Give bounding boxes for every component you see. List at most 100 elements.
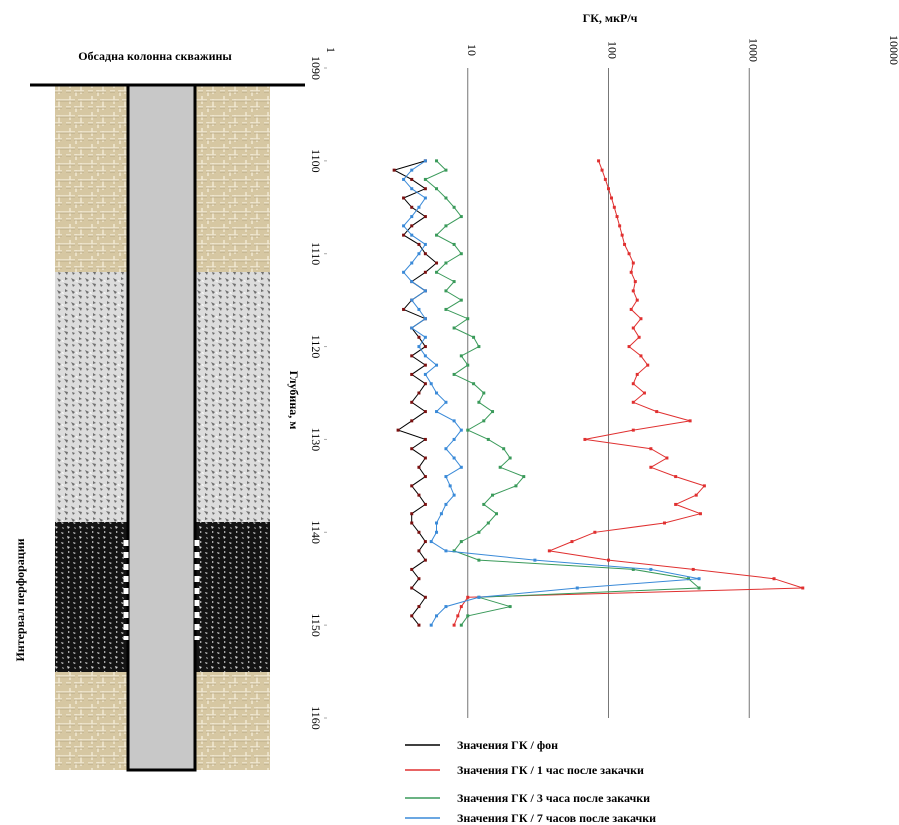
data-point: [674, 475, 677, 478]
data-point: [410, 568, 413, 571]
data-point: [466, 596, 469, 599]
data-point: [424, 243, 427, 246]
data-point: [393, 169, 396, 172]
data-point: [453, 457, 456, 460]
data-point: [410, 484, 413, 487]
data-point: [618, 224, 621, 227]
chart-title: ГК, мкР/ч: [583, 11, 638, 25]
data-point: [698, 577, 701, 580]
data-point: [460, 540, 463, 543]
data-point: [444, 197, 447, 200]
data-point: [514, 484, 517, 487]
data-point: [548, 549, 551, 552]
data-point: [460, 354, 463, 357]
data-point: [410, 234, 413, 237]
data-point: [424, 382, 427, 385]
data-point: [499, 466, 502, 469]
data-point: [410, 512, 413, 515]
data-point: [402, 197, 405, 200]
data-point: [430, 624, 433, 627]
data-point: [424, 197, 427, 200]
legend-label: Значения ГК / 7 часов после закачки: [457, 811, 656, 825]
data-point: [639, 354, 642, 357]
y-tick-label: 1160: [309, 706, 323, 730]
data-point: [502, 447, 505, 450]
data-point: [623, 243, 626, 246]
data-point: [444, 224, 447, 227]
x-tick-label: 1: [324, 47, 338, 53]
data-point: [417, 624, 420, 627]
data-point: [607, 559, 610, 562]
data-point: [491, 494, 494, 497]
data-point: [466, 317, 469, 320]
data-point: [460, 624, 463, 627]
data-point: [417, 549, 420, 552]
data-point: [424, 289, 427, 292]
y-tick-label: 1150: [309, 613, 323, 637]
data-point: [649, 568, 652, 571]
data-point: [632, 429, 635, 432]
data-point: [576, 587, 579, 590]
data-point: [643, 392, 646, 395]
data-point: [628, 345, 631, 348]
data-point: [597, 159, 600, 162]
data-point: [703, 484, 706, 487]
data-point: [444, 289, 447, 292]
y-tick-label: 1120: [309, 335, 323, 359]
data-point: [698, 587, 701, 590]
data-point: [435, 187, 438, 190]
data-point: [477, 401, 480, 404]
data-point: [639, 317, 642, 320]
data-point: [402, 271, 405, 274]
data-point: [636, 373, 639, 376]
data-point: [646, 364, 649, 367]
data-point: [607, 187, 610, 190]
data-point: [417, 243, 420, 246]
data-point: [417, 494, 420, 497]
data-point: [632, 401, 635, 404]
data-point: [482, 503, 485, 506]
data-point: [410, 419, 413, 422]
x-tick-label: 1000: [746, 38, 760, 62]
data-point: [435, 364, 438, 367]
data-point: [424, 159, 427, 162]
casing-label: Обсадна колонна скважины: [78, 49, 232, 63]
data-point: [410, 587, 413, 590]
data-point: [487, 522, 490, 525]
data-point: [460, 252, 463, 255]
data-point: [430, 540, 433, 543]
data-point: [424, 596, 427, 599]
data-point: [444, 503, 447, 506]
data-point: [424, 457, 427, 460]
data-point: [435, 531, 438, 534]
data-point: [663, 522, 666, 525]
data-point: [402, 234, 405, 237]
data-point: [435, 392, 438, 395]
data-point: [449, 484, 452, 487]
data-point: [630, 271, 633, 274]
x-tick-label: 100: [606, 41, 620, 59]
data-point: [417, 577, 420, 580]
data-point: [460, 605, 463, 608]
data-point: [424, 373, 427, 376]
data-point: [444, 447, 447, 450]
data-point: [477, 345, 480, 348]
data-point: [460, 299, 463, 302]
data-point: [460, 215, 463, 218]
chart: Обсадна колонна скважины Интервал перфор…: [0, 0, 899, 825]
data-point: [430, 382, 433, 385]
y-axis-label: Глубина, м: [287, 371, 301, 430]
data-point: [466, 364, 469, 367]
series-line: [394, 161, 436, 625]
data-point: [435, 522, 438, 525]
data-point: [444, 308, 447, 311]
data-point: [495, 512, 498, 515]
data-point: [424, 317, 427, 320]
data-point: [424, 438, 427, 441]
data-point: [444, 401, 447, 404]
data-point: [453, 494, 456, 497]
data-point: [435, 271, 438, 274]
data-point: [410, 327, 413, 330]
data-point: [801, 587, 804, 590]
data-point: [482, 419, 485, 422]
